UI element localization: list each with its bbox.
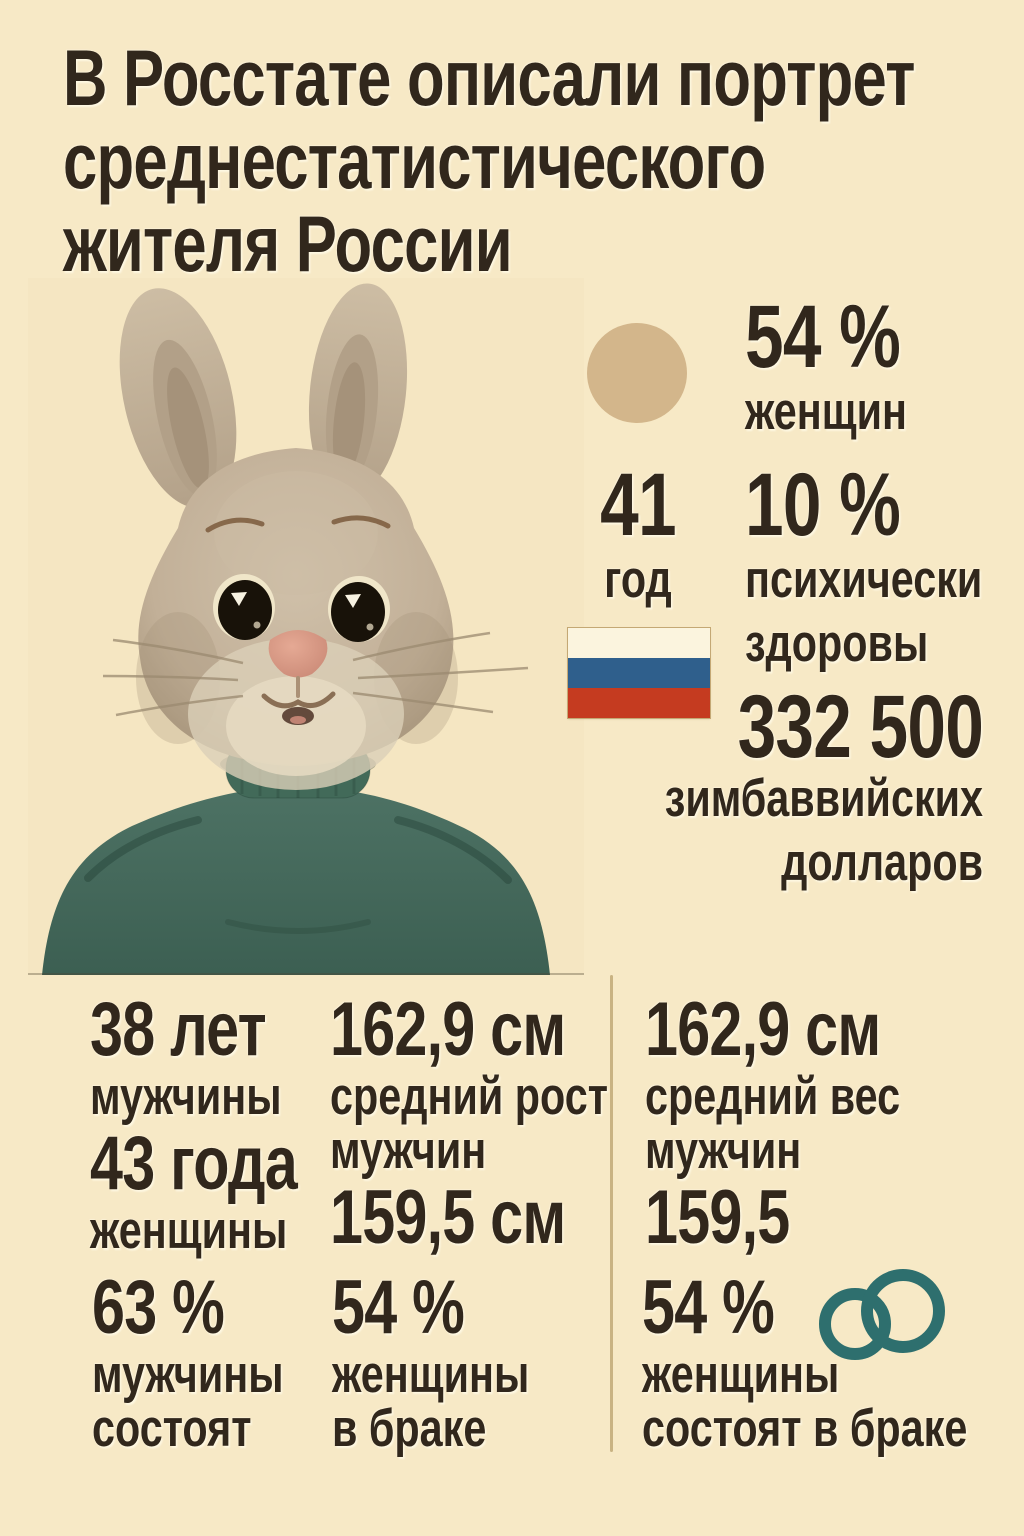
column-divider [610,975,613,1452]
rabbit-nose-mouth [261,630,336,725]
stat-value: 162,9 см [645,987,881,1072]
russia-flag-icon [567,627,711,719]
wedding-rings-icon [819,1269,945,1360]
stat-married-men: 63 % мужчины состоят [92,1268,284,1456]
stat-label: мужчины [92,1345,284,1404]
stat-label: средний вес [645,1067,901,1126]
stat-label: мужчин [330,1121,487,1180]
stat-value: 41 [600,454,676,554]
rabbit-whiskers [102,631,529,717]
stat-women-share: 54 % женщин [745,286,907,443]
stat-average-height: 162,9 см средний рост мужчин 159,5 см [330,990,608,1258]
stat-salary: 332 500 зимбаввийских долларов [664,676,984,897]
stat-label: зимбаввийских [664,769,983,828]
rabbit-portrait-image [28,278,584,975]
stat-average-weight: 162,9 см средний вес мужчин 159,5 [645,990,900,1258]
rabbit-eyebrows [205,515,391,533]
stat-label: мужчины [90,1067,282,1126]
stat-label: состоят в браке [642,1399,968,1458]
stat-label: здоровы [745,614,929,673]
rabbit-ears [119,283,408,508]
stat-value: 159,5 см [330,1175,566,1260]
stat-married-women: 54 % женщины в браке [332,1268,529,1456]
flag-stripe-blue [568,658,710,688]
stat-label: в браке [332,1399,487,1458]
stat-value: 63 % [92,1265,225,1350]
rabbit-eyes [213,574,390,642]
stat-label: женщины [642,1345,840,1404]
stat-label: женщины [332,1345,530,1404]
stat-label: долларов [781,833,983,892]
stat-age-by-gender: 38 лет мужчины 43 года женщины [90,987,298,1260]
title-line: В Росстате описали портрет [63,33,915,122]
stat-value: 38 лет [90,987,267,1072]
stat-married-women-share: 54 % женщины состоят в браке [642,1268,967,1456]
stat-value: 54 % [745,286,901,386]
stat-value: 159,5 [645,1175,790,1260]
stat-average-age: 41 год [587,454,690,611]
stat-label: средний рост [330,1067,608,1126]
stat-label: состоят [92,1399,252,1458]
stat-label: женщин [745,382,907,441]
stat-value: 10 % [745,454,901,554]
stat-value: 54 % [642,1265,775,1350]
flag-stripe-white [568,628,710,658]
flag-stripe-red [568,688,710,718]
stat-label: психически [745,550,983,609]
stat-label: мужчин [645,1121,802,1180]
women-circle-icon [587,323,687,423]
stat-value: 162,9 см [330,987,566,1072]
stat-label: год [604,550,672,609]
title-line: жителя России [63,199,513,288]
stat-value: 332 500 [737,676,984,776]
stat-label: женщины [90,1201,288,1260]
stat-value: 54 % [332,1265,465,1350]
stat-mentally-healthy: 10 % психически здоровы [745,454,983,675]
title-line: среднестатистического [63,116,766,205]
page-title: В Росстате описали портрет среднестатист… [63,36,915,285]
stat-value: 43 года [90,1121,298,1206]
